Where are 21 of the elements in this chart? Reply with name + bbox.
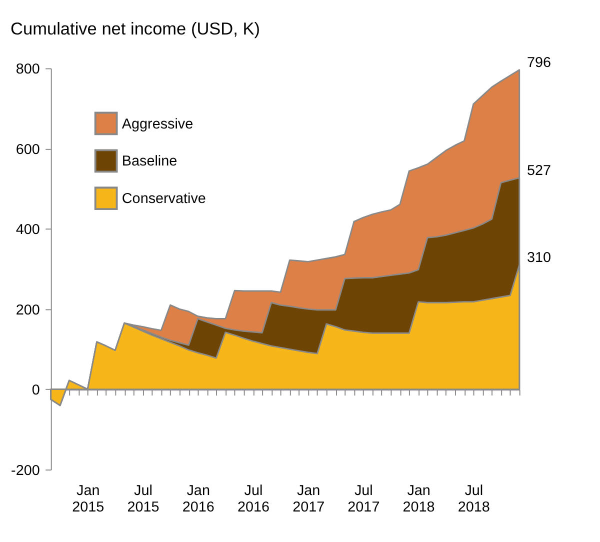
legend-label: Conservative [122,191,206,208]
x-tick-label: Jan 2015 [72,483,104,516]
y-tick-label: 200 [16,302,40,318]
x-tick-label: Jan 2018 [402,483,435,516]
legend-label: Aggressive [122,116,194,132]
data-label: 310 [527,250,552,266]
x-tick-label: Jan 2017 [292,483,325,516]
y-tick-label: 800 [16,62,40,78]
x-tick-label: Jan 2016 [182,483,214,516]
x-tick-label: Jul 2016 [237,483,270,516]
y-tick-label: -200 [11,462,40,479]
data-label: 796 [527,55,552,72]
x-tick-label: Jul 2015 [127,483,160,516]
y-tick-label: 400 [16,222,40,238]
chart-title: Cumulative net income (USD, K) [10,18,260,38]
x-tick-label: Jul 2017 [348,483,380,516]
y-tick-label: 600 [16,142,40,158]
data-label: 527 [527,162,552,179]
y-tick-label: 0 [32,382,40,399]
x-tick-label: Jul 2018 [458,483,490,516]
legend-label: Baseline [122,154,178,170]
